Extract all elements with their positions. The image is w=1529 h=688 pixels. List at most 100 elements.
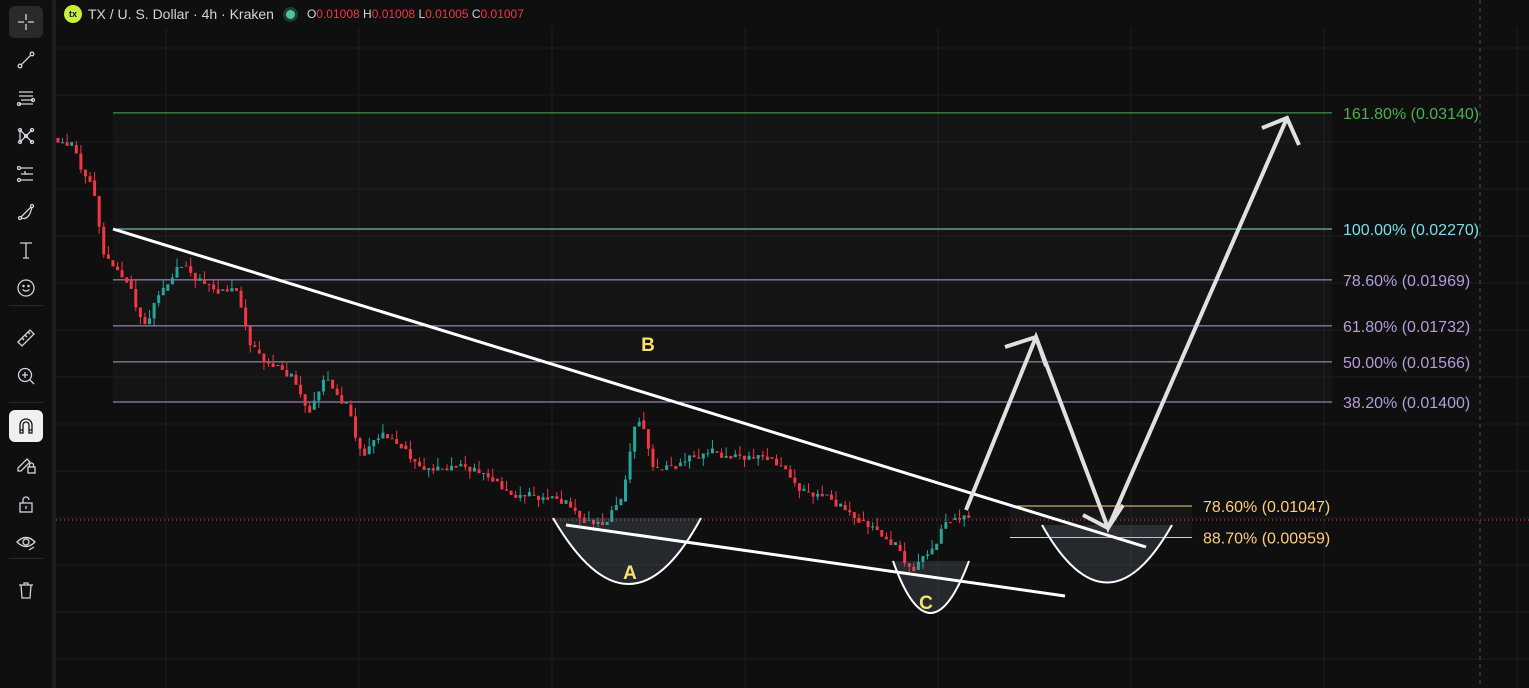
candle-body: [161, 287, 165, 296]
point-label-a: A: [623, 563, 637, 584]
candle-body: [628, 451, 632, 480]
candle-body: [633, 426, 637, 452]
candle-body: [701, 453, 705, 459]
candle-body: [665, 465, 669, 471]
candle-body: [193, 272, 197, 281]
candle-body: [559, 498, 563, 504]
candle-body: [175, 267, 179, 278]
candle-body: [605, 521, 609, 525]
fib-level-label: 161.80% (0.03140): [1343, 106, 1479, 123]
candle-body: [898, 545, 902, 552]
candle-body: [418, 461, 422, 467]
candle-body: [550, 496, 554, 499]
candle-body: [843, 505, 847, 511]
candle-body: [729, 455, 733, 459]
candle-body: [582, 517, 586, 523]
candle-body: [450, 465, 454, 471]
candle-body: [614, 505, 618, 511]
candle-body: [861, 519, 865, 522]
candle-body: [880, 530, 884, 537]
lock-tool-button[interactable]: [9, 488, 43, 520]
candle-body: [505, 489, 508, 491]
eye-icon: [16, 536, 36, 551]
candle-body: [807, 491, 811, 493]
candle-body: [230, 288, 234, 292]
candle-body: [61, 142, 65, 144]
candle-body: [65, 142, 69, 146]
magnet-icon: [19, 418, 33, 434]
candle-body: [253, 345, 257, 347]
projection-path: [964, 117, 1289, 534]
eye-tool-button[interactable]: [9, 526, 43, 558]
candle-body: [697, 457, 701, 459]
magnet-tool-button[interactable]: [9, 410, 43, 442]
candle-body: [386, 434, 390, 439]
price-chart[interactable]: 161.80% (0.03140) 100.00% (0.02270) 78.60%…: [56, 0, 1529, 688]
candle-body: [514, 494, 518, 498]
candle-body: [564, 500, 568, 504]
ohlc-readout: O0.01008 H0.01008 L0.01005 C0.01007: [307, 7, 524, 21]
candle-body: [875, 526, 879, 531]
symbol-title[interactable]: TX / U. S. Dollar · 4h · Kraken: [88, 6, 274, 22]
candle-body: [852, 512, 856, 519]
candle-body: [83, 169, 87, 177]
candle-body: [367, 446, 371, 455]
candle-body: [143, 317, 147, 325]
high-label: H: [363, 7, 372, 21]
candle-body: [111, 260, 115, 267]
lock-drawing-tool-button[interactable]: [9, 448, 43, 480]
fib-tool-icon: [16, 165, 33, 183]
ruler-tool-button[interactable]: [9, 322, 43, 354]
candle-body: [775, 458, 779, 466]
fib-tool-tool-button[interactable]: [9, 158, 43, 190]
candle-body: [459, 464, 463, 467]
close-label: C: [471, 7, 481, 21]
candle-body: [262, 353, 266, 363]
candle-body: [619, 498, 623, 506]
candle-body: [596, 521, 600, 524]
candle-body: [445, 468, 449, 471]
toolbar-divider: [9, 402, 43, 403]
candle-body: [720, 452, 724, 458]
candle-body: [587, 519, 591, 521]
low-label: L: [418, 7, 426, 21]
point-label-b: B: [641, 335, 655, 356]
emoji-tool-button[interactable]: [9, 272, 43, 304]
candle-body: [463, 464, 467, 467]
open-value: 0.01008: [316, 7, 360, 21]
candle-body: [331, 379, 335, 389]
low-value: 0.01005: [425, 7, 469, 21]
cup-curve-c: [892, 560, 970, 614]
zoom-in-tool-button[interactable]: [9, 360, 43, 392]
fib-level-label: 78.60% (0.01969): [1343, 273, 1470, 290]
support-trendline: [565, 523, 1066, 598]
drawings: A B C: [112, 115, 1301, 614]
emoji-icon: [17, 279, 35, 297]
candle-body: [413, 459, 417, 462]
candle-body: [509, 490, 513, 495]
candle-body: [157, 295, 161, 303]
zoom-in-icon: [17, 367, 35, 385]
candle-body: [349, 404, 353, 417]
pattern-tool-button[interactable]: [9, 120, 43, 152]
brush-tool-button[interactable]: [9, 196, 43, 228]
candle-body: [198, 278, 202, 281]
candle-body: [742, 455, 746, 460]
arrowhead-3: [1261, 115, 1301, 146]
candle-body: [573, 507, 577, 511]
candle-body: [88, 176, 92, 182]
trash-tool-button[interactable]: [9, 574, 43, 606]
drawing-toolbar: [0, 0, 56, 688]
text-tool-button[interactable]: [9, 234, 43, 266]
candle-body: [166, 284, 170, 291]
horizontal-lines-tool-button[interactable]: [9, 82, 43, 114]
candle-body: [646, 429, 650, 449]
candle-body: [422, 466, 426, 470]
candle-body: [180, 266, 184, 268]
crosshair-tool-button[interactable]: [9, 6, 43, 38]
candle-body: [317, 391, 321, 401]
candle-body: [944, 522, 948, 529]
candle-body: [642, 420, 646, 430]
candle-body: [482, 473, 486, 475]
trend-line-tool-button[interactable]: [9, 44, 43, 76]
